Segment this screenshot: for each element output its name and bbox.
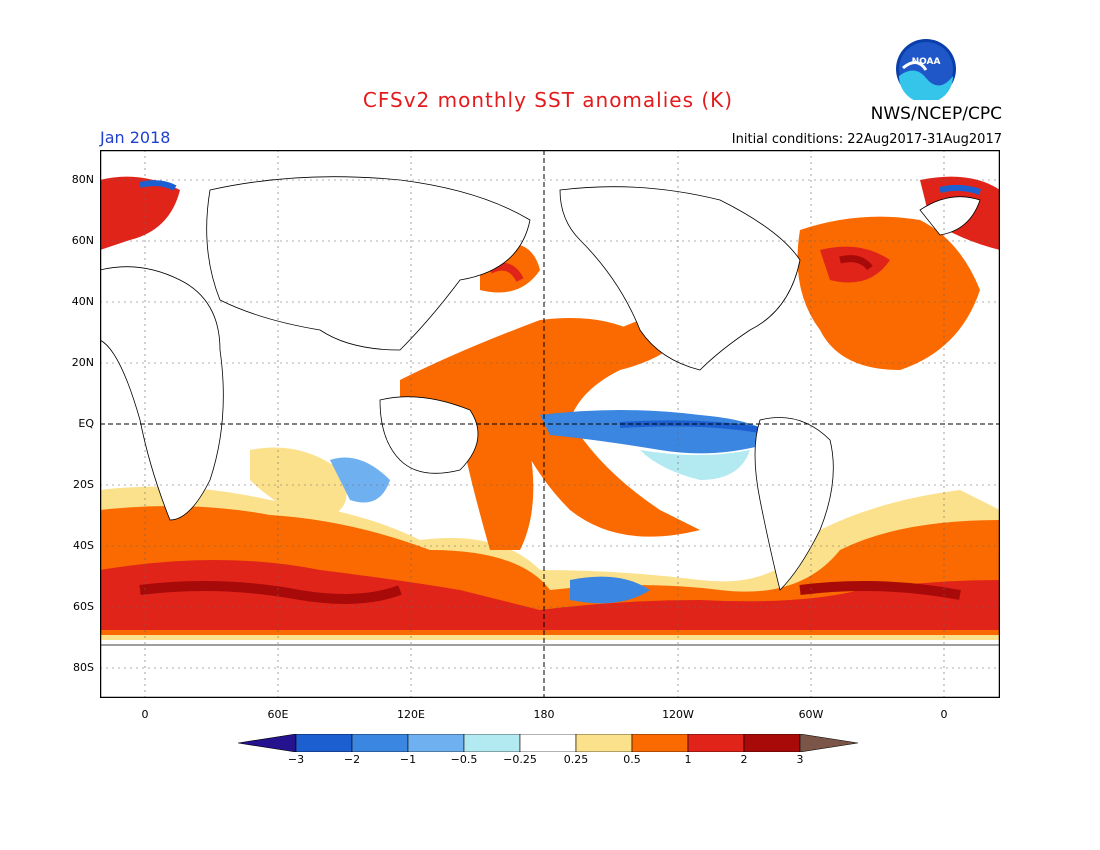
colorbar-segment (351, 734, 409, 752)
colorbar-segment (463, 734, 521, 752)
x-tick-label: 180 (533, 708, 555, 721)
x-tick-label: 60W (798, 708, 824, 721)
southern-ocean-anomalies (100, 486, 1000, 640)
colorbar-tick-label: 1 (684, 753, 692, 766)
colorbar (238, 734, 859, 752)
y-tick-label: 40N (71, 295, 94, 308)
colorbar-tick-label: −0.25 (503, 753, 537, 766)
chart-title: CFSv2 monthly SST anomalies (K) (362, 88, 734, 112)
colorbar-tick-label: −3 (287, 753, 305, 766)
colorbar-tick-label: 0.5 (623, 753, 641, 766)
x-tick-label: 0 (940, 708, 948, 721)
colorbar-segment (407, 734, 465, 752)
graticule (100, 150, 1000, 698)
y-tick-label: 80N (71, 173, 94, 186)
colorbar-segment (687, 734, 745, 752)
colorbar-segment (575, 734, 633, 752)
colorbar-segment (743, 734, 801, 752)
colorbar-segment (295, 734, 353, 752)
month-label: Jan 2018 (100, 128, 171, 147)
initial-conditions-label: Initial conditions: 22Aug2017-31Aug2017 (731, 132, 1002, 147)
x-tick-label: 0 (141, 708, 149, 721)
indian-ocean-anomalies (250, 447, 390, 520)
colorbar-tick-label: −1 (399, 753, 417, 766)
colorbar-upper-extension (799, 734, 859, 752)
noaa-logo: NOAA (896, 39, 956, 100)
map-frame (100, 150, 1000, 698)
y-tick-label: 20S (73, 478, 94, 491)
colorbar-segment (631, 734, 689, 752)
y-tick-label: EQ (78, 417, 94, 430)
x-tick-label: 120W (662, 708, 694, 721)
colorbar-tick-label: 3 (796, 753, 804, 766)
continents (100, 176, 1000, 698)
x-tick-label: 120E (397, 708, 425, 721)
sst-anomaly-map (100, 150, 1000, 698)
colorbar-tick-label: −0.5 (450, 753, 478, 766)
x-tick-label: 60E (267, 708, 289, 721)
colorbar-tick-label: 0.25 (563, 753, 589, 766)
y-tick-label: 80S (73, 661, 94, 674)
y-tick-label: 60N (71, 234, 94, 247)
logo-text: NOAA (912, 57, 941, 67)
y-tick-label: 60S (73, 600, 94, 613)
y-tick-label: 40S (73, 539, 94, 552)
colorbar-tick-label: 2 (740, 753, 748, 766)
colorbar-lower-extension (238, 734, 297, 752)
y-tick-label: 20N (71, 356, 94, 369)
colorbar-segment (519, 734, 577, 752)
colorbar-tick-label: −2 (343, 753, 361, 766)
north-atlantic-anomalies (100, 176, 1000, 370)
org-label: NWS/NCEP/CPC (870, 104, 1002, 124)
